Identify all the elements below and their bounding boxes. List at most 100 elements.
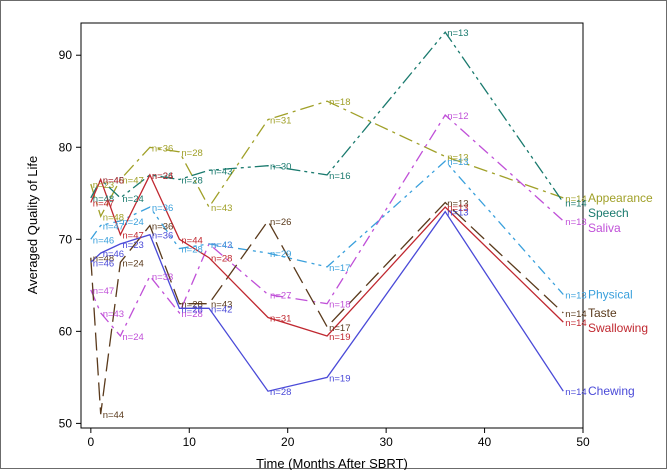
legend-entry-saliva: Saliva xyxy=(588,221,621,235)
series-line-taste xyxy=(90,201,564,415)
plot-area xyxy=(80,22,584,429)
point-label-swallowing: n=14 xyxy=(565,318,586,329)
point-label-appearance: n=48 xyxy=(103,212,124,223)
point-label-appearance: n=13 xyxy=(447,153,468,164)
point-label-physical: n=36 xyxy=(152,203,173,214)
point-label-appearance: n=23 xyxy=(93,180,114,191)
point-label-saliva: n=47 xyxy=(93,286,114,297)
point-label-physical: n=47 xyxy=(103,222,124,233)
axes: 0 10 20 30 40 50 50 60 70 80 90 xyxy=(59,48,590,449)
point-label-speech: n=45 xyxy=(103,176,124,187)
point-label-chewing: n=36 xyxy=(152,231,173,242)
series-line-saliva xyxy=(90,114,564,338)
point-label-speech: n=36 xyxy=(152,171,173,182)
point-label-swallowing: n=44 xyxy=(181,235,202,246)
x-axis-title: Time (Months After SBRT) xyxy=(256,456,408,470)
point-label-taste: n=26 xyxy=(270,217,291,228)
point-label-taste: n=14 xyxy=(565,309,586,320)
point-label-chewing: n=13 xyxy=(447,208,468,219)
point-label-speech: n=43 xyxy=(211,166,232,177)
point-label-speech: n=14 xyxy=(565,199,586,210)
series-lines xyxy=(90,31,564,415)
point-label-physical: n=24 xyxy=(122,217,143,228)
point-label-physical: n=43 xyxy=(211,240,232,251)
point-label-physical: n=28 xyxy=(181,245,202,256)
series-line-swallowing xyxy=(90,173,564,337)
point-label-swallowing: n=31 xyxy=(270,314,291,325)
point-label-saliva: n=33 xyxy=(152,272,173,283)
point-label-swallowing: n=46 xyxy=(103,176,124,187)
y-tick-label: 80 xyxy=(59,140,73,154)
point-label-taste: n=36 xyxy=(152,222,173,233)
point-label-swallowing: n=24 xyxy=(152,171,173,182)
point-label-appearance: n=43 xyxy=(211,203,232,214)
point-label-saliva: n=13 xyxy=(565,217,586,228)
point-label-physical: n=17 xyxy=(329,263,350,274)
point-label-chewing: n=46 xyxy=(93,258,114,269)
point-label-chewing: n=42 xyxy=(211,304,232,315)
point-label-saliva: n=42 xyxy=(211,240,232,251)
point-label-swallowing: n=47 xyxy=(93,199,114,210)
point-label-taste: n=44 xyxy=(103,410,124,421)
y-tick-label: 60 xyxy=(59,324,73,338)
point-label-swallowing: n=13 xyxy=(447,203,468,214)
point-label-physical: n=13 xyxy=(565,291,586,302)
point-label-speech: n=28 xyxy=(181,176,202,187)
point-label-speech: n=30 xyxy=(270,162,291,173)
point-label-taste: n=48 xyxy=(93,254,114,265)
point-label-chewing: n=14 xyxy=(565,387,586,398)
point-label-taste: n=17 xyxy=(329,323,350,334)
point-label-appearance: n=31 xyxy=(270,116,291,127)
point-label-taste: n=24 xyxy=(122,258,143,269)
point-label-saliva: n=24 xyxy=(122,332,143,343)
point-label-chewing: n=28 xyxy=(181,304,202,315)
point-labels: n=23n=48n=47n=36 n=28n=43n=31n=18n=13n=14… xyxy=(93,28,587,421)
point-label-swallowing: n=47 xyxy=(122,231,143,242)
x-tick-label: 40 xyxy=(478,435,492,449)
point-label-appearance: n=18 xyxy=(329,97,350,108)
point-label-appearance: n=14 xyxy=(565,194,586,205)
y-tick-label: 90 xyxy=(59,48,73,62)
point-label-taste: n=13 xyxy=(447,199,468,210)
x-tick-label: 50 xyxy=(576,435,590,449)
point-label-appearance: n=47 xyxy=(122,176,143,187)
legend-entry-appearance: Appearance xyxy=(588,191,653,205)
point-label-chewing: n=46 xyxy=(103,249,124,260)
legend-entry-swallowing: Swallowing xyxy=(588,321,648,335)
y-axis-title: Averaged Quality of Life xyxy=(25,156,40,295)
x-tick-label: 30 xyxy=(379,435,393,449)
x-tick-label: 20 xyxy=(281,435,295,449)
point-label-physical: n=13 xyxy=(447,157,468,168)
point-label-physical: n=46 xyxy=(93,235,114,246)
point-label-swallowing: n=28 xyxy=(211,254,232,265)
point-label-speech: n=13 xyxy=(447,28,468,39)
point-label-swallowing: n=19 xyxy=(329,332,350,343)
series-line-speech xyxy=(90,31,564,203)
series-line-appearance xyxy=(90,100,564,218)
point-label-taste: n=28 xyxy=(181,300,202,311)
point-label-appearance: n=36 xyxy=(152,143,173,154)
point-label-chewing: n=19 xyxy=(329,373,350,384)
point-label-saliva: n=43 xyxy=(103,309,124,320)
series-line-chewing xyxy=(90,210,564,392)
point-label-taste: n=43 xyxy=(211,300,232,311)
point-label-chewing: n=23 xyxy=(122,240,143,251)
series-line-physical xyxy=(90,160,564,295)
point-label-saliva: n=12 xyxy=(447,111,468,122)
legend-entry-speech: Speech xyxy=(588,206,629,220)
y-tick-label: 70 xyxy=(59,232,73,246)
point-label-chewing: n=28 xyxy=(270,387,291,398)
y-tick-label: 50 xyxy=(59,416,73,430)
point-label-saliva: n=28 xyxy=(181,309,202,320)
legend-entry-taste: Taste xyxy=(588,306,617,320)
x-tick-label: 10 xyxy=(183,435,197,449)
x-tick-label: 0 xyxy=(87,435,94,449)
point-label-speech: n=48 xyxy=(93,194,114,205)
point-label-saliva: n=18 xyxy=(329,300,350,311)
legend-entry-physical: Physical xyxy=(588,288,633,302)
point-label-speech: n=24 xyxy=(122,194,143,205)
legend-entry-chewing: Chewing xyxy=(588,384,635,398)
